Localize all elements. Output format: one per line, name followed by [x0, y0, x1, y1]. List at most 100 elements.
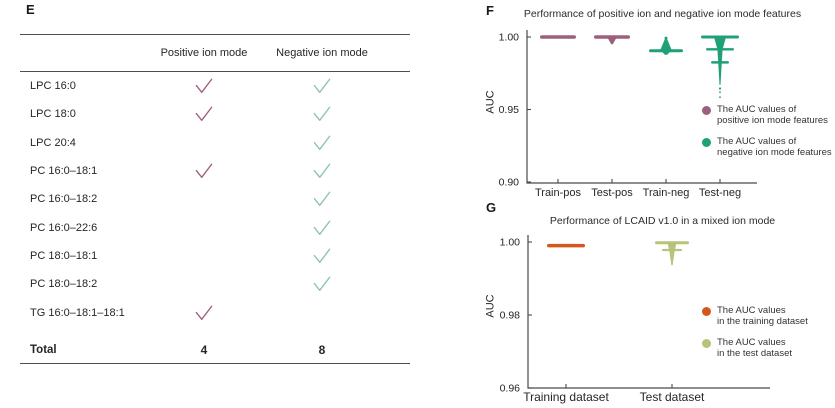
table-row: PC 16:0–18:1: [20, 157, 410, 185]
legend-line-1: The AUC values of: [717, 104, 797, 115]
legend-item: The AUC values in the training dataset: [702, 305, 808, 327]
negative-check-cell: [311, 247, 333, 265]
y-tick-label: 0.98: [500, 310, 521, 322]
lipid-name: PC 16:0–18:1: [30, 165, 98, 178]
positive-check-cell: [193, 134, 215, 152]
x-category-label: Test-neg: [699, 187, 741, 199]
table-row: PC 18:0–18:2: [20, 270, 410, 298]
axes: 1.00 0.95 0.90 Train-pos Test-pos Train-neg Te…: [499, 30, 757, 199]
column-header-positive: Positive ion mode: [160, 46, 248, 59]
positive-check-cell: [193, 162, 215, 180]
legend-dot-icon: [702, 307, 711, 316]
legend-dot-icon: [702, 106, 711, 115]
negative-check-cell: [311, 304, 333, 322]
lipid-feature-table: Positive ion mode Negative ion mode LPC …: [20, 0, 410, 380]
table-row: LPC 18:0: [20, 100, 410, 128]
legend-dot-icon: [702, 339, 711, 348]
total-label: Total: [30, 343, 57, 356]
x-category-label: Training dataset: [523, 390, 609, 404]
distribution-Training dataset: [547, 243, 585, 248]
chart-g-title: Performance of LCAID v1.0 in a mixed ion…: [549, 215, 776, 227]
legend-item: The AUC values of negative ion mode feat…: [702, 136, 832, 158]
negative-check-cell: [311, 134, 333, 152]
checkmark-icon: [313, 107, 331, 122]
chart-g-panel: Performance of LCAID v1.0 in a mixed ion…: [480, 204, 835, 408]
table-total-row: Total 4 8: [20, 336, 410, 363]
table-row: LPC 16:0: [20, 72, 410, 100]
legend-line-1: The AUC values: [717, 337, 786, 348]
negative-check-cell: [311, 105, 333, 123]
y-tick-label: 0.95: [499, 104, 520, 116]
panel-label-e: E: [26, 2, 35, 17]
lipid-name: PC 18:0–18:1: [30, 249, 98, 262]
checkmark-icon: [195, 78, 213, 94]
positive-check-cell: [193, 275, 215, 293]
checkmark-icon: [313, 135, 331, 150]
negative-check-cell: [311, 162, 333, 180]
positive-check-cell: [193, 77, 215, 95]
lipid-name: PC 18:0–18:2: [30, 278, 98, 291]
distribution-Train-pos: [540, 35, 576, 39]
chart-g-legend: The AUC values in the training dataset T…: [702, 305, 808, 359]
table-bottom-rule: [20, 363, 410, 364]
chart-f-panel: Performance of positive ion and negative…: [480, 0, 835, 204]
distribution-Test-neg: [701, 35, 739, 99]
y-tick-label: 0.90: [499, 177, 520, 189]
legend-line-1: The AUC values of: [717, 136, 797, 147]
chart-f-legend: The AUC values of positive ion mode feat…: [702, 104, 832, 158]
legend-line-2: in the test dataset: [717, 347, 792, 359]
positive-check-cell: [193, 304, 215, 322]
legend-line-2: positive ion mode features: [717, 114, 828, 126]
negative-check-cell: [311, 219, 333, 237]
positive-check-cell: [193, 105, 215, 123]
checkmark-icon: [313, 248, 331, 263]
table-header-row: Positive ion mode Negative ion mode: [20, 34, 410, 71]
lipid-table-rows: LPC 16:0 LPC 18:0 LPC 20:4 PC 16:0–18:1: [20, 72, 410, 327]
checkmark-icon: [313, 163, 331, 179]
distribution-Train-neg: [649, 36, 683, 55]
x-category-label: Test dataset: [640, 390, 705, 404]
positive-check-cell: [193, 247, 215, 265]
column-header-negative: Negative ion mode: [276, 46, 368, 59]
legend-line-2: negative ion mode features: [717, 146, 832, 158]
checkmark-icon: [313, 220, 331, 235]
total-negative-count: 8: [318, 342, 326, 357]
checkmark-icon: [313, 78, 331, 94]
positive-check-cell: [193, 219, 215, 237]
lipid-name: LPC 16:0: [30, 80, 76, 93]
y-tick-label: 1.00: [499, 32, 520, 44]
lipid-name: TG 16:0–18:1–18:1: [30, 306, 125, 319]
table-row: PC 16:0–22:6: [20, 213, 410, 241]
x-category-label: Train-pos: [535, 187, 582, 199]
y-tick-label: 1.00: [500, 237, 521, 249]
x-category-label: Test-pos: [591, 187, 633, 199]
table-row: PC 16:0–18:2: [20, 185, 410, 213]
lipid-name: LPC 18:0: [30, 108, 76, 121]
distribution-Test dataset: [655, 241, 689, 266]
legend-line-1: The AUC values: [717, 305, 786, 316]
legend-line-2: in the training dataset: [717, 315, 808, 327]
lipid-name: PC 16:0–18:2: [30, 193, 98, 206]
checkmark-icon: [195, 107, 213, 122]
chart-f-svg: 1.00 0.95 0.90 Train-pos Test-pos Train-neg Te…: [499, 30, 757, 199]
negative-check-cell: [311, 77, 333, 95]
x-category-label: Train-neg: [643, 187, 690, 199]
checkmark-icon: [313, 276, 331, 292]
table-row: TG 16:0–18:1–18:1: [20, 298, 410, 326]
panel-label-g: G: [486, 200, 497, 215]
positive-check-cell: [193, 190, 215, 208]
legend-item: The AUC values in the test dataset: [702, 337, 808, 359]
legend-dot-icon: [702, 138, 711, 147]
lipid-name: PC 16:0–22:6: [30, 221, 98, 234]
chart-f-title: Performance of positive ion and negative…: [523, 8, 802, 20]
distribution-Test-pos: [594, 35, 630, 45]
table-row: LPC 20:4: [20, 129, 410, 157]
table-header-rule: [20, 71, 410, 72]
legend-item: The AUC values of positive ion mode feat…: [702, 104, 832, 126]
checkmark-icon: [195, 163, 213, 179]
negative-check-cell: [311, 190, 333, 208]
checkmark-icon: [313, 191, 331, 207]
